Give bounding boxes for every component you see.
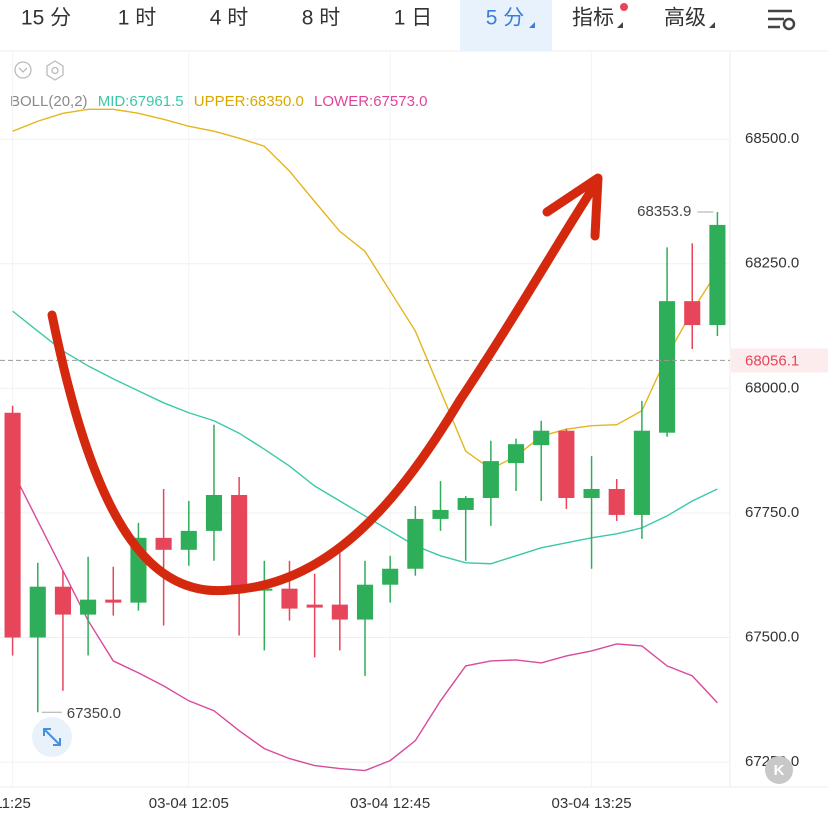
- tab-active-bg: [460, 0, 552, 51]
- boll-upper: UPPER:68350.0: [194, 93, 304, 110]
- candle-body: [80, 599, 97, 615]
- candle-body: [4, 412, 21, 638]
- y-tick-label: 68250.0: [745, 255, 799, 272]
- candle-body: [180, 530, 197, 550]
- logo: K: [765, 756, 793, 784]
- svg-text:K: K: [774, 762, 785, 779]
- notification-dot: [620, 3, 628, 11]
- high-label: 68353.9: [637, 203, 691, 220]
- tab[interactable]: 5 分: [486, 7, 525, 30]
- candle-body: [281, 588, 298, 609]
- tab[interactable]: 4 时: [210, 7, 249, 30]
- boll-label: BOLL(20,2): [10, 93, 88, 110]
- candle-body: [205, 494, 223, 531]
- boll-legend: BOLL(20,2) MID:67961.5 UPPER:68350.0 LOW…: [10, 93, 427, 110]
- candle-body: [382, 568, 399, 585]
- candle-body: [457, 497, 474, 510]
- candle-body: [633, 430, 650, 515]
- candle-body: [533, 430, 550, 446]
- candle-body: [482, 461, 499, 498]
- boll-mid: MID:67961.5: [98, 93, 184, 110]
- x-tick-label: 03-04 13:25: [552, 795, 632, 812]
- low-label: 67350.0: [67, 705, 121, 722]
- settings-icon[interactable]: [768, 9, 796, 31]
- x-tick-label: 11:25: [0, 795, 31, 812]
- candle-body: [155, 537, 172, 550]
- candle-body: [231, 494, 248, 591]
- boll-line: [12, 310, 718, 565]
- candle-body: [558, 430, 575, 498]
- tab-bar: 15 分 1 时 4 时 8 时 1 日 5 分 指标 高级: [21, 0, 715, 51]
- chart-icons: [14, 60, 64, 81]
- y-tick-label: 67750.0: [745, 504, 799, 521]
- tab[interactable]: 15 分: [21, 7, 71, 30]
- candle-body: [583, 489, 600, 498]
- hand-drawn-arrow: [47, 173, 603, 596]
- tab-caret: [617, 22, 623, 28]
- tab[interactable]: 1 日: [394, 7, 433, 30]
- tab-caret: [709, 22, 715, 28]
- candle-body: [432, 509, 449, 519]
- candle-body: [331, 604, 348, 620]
- candle-body: [306, 604, 323, 608]
- candle-body: [29, 586, 46, 638]
- candle-body: [256, 588, 273, 591]
- boll-line: [11, 470, 718, 772]
- candle-body: [407, 518, 424, 569]
- y-tick-label: 68000.0: [745, 379, 799, 396]
- x-tick-label: 03-04 12:45: [350, 795, 430, 812]
- expand-button[interactable]: [32, 717, 72, 757]
- candle-body: [684, 301, 701, 326]
- candle-body: [54, 586, 71, 615]
- candle-body: [659, 301, 676, 433]
- tab[interactable]: 高级: [664, 7, 706, 30]
- boll-lower: LOWER:67573.0: [314, 93, 427, 110]
- y-tick-label: 68500.0: [745, 130, 799, 147]
- tab[interactable]: 8 时: [302, 7, 341, 30]
- last-price-label: 68056.1: [745, 352, 799, 369]
- candle-body: [105, 599, 122, 603]
- candle-body: [507, 444, 525, 464]
- tab-caret: [529, 22, 535, 28]
- candle-body: [356, 584, 374, 620]
- last-price-box: [731, 348, 828, 373]
- candle-body: [608, 489, 625, 515]
- tab[interactable]: 指标: [572, 7, 614, 30]
- y-tick-label: 67500.0: [745, 628, 799, 645]
- x-tick-label: 03-04 12:05: [149, 795, 229, 812]
- plot: 68500.068250.068000.067750.067500.067250…: [0, 52, 828, 812]
- boll-line: [12, 108, 719, 470]
- candle-body: [709, 224, 726, 326]
- tab[interactable]: 1 时: [118, 7, 157, 30]
